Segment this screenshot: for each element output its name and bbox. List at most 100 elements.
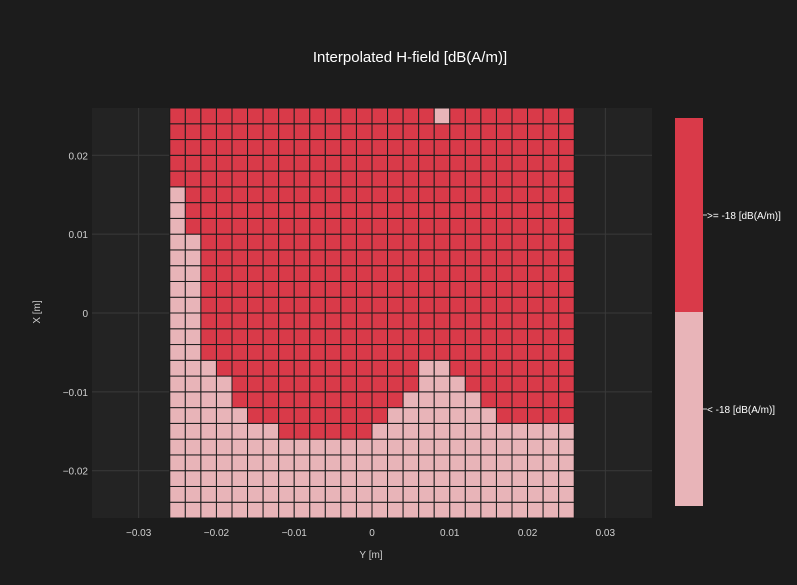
heatmap-cell — [355, 344, 373, 361]
heatmap-cell — [387, 359, 404, 377]
heatmap-cell — [402, 107, 420, 125]
heatmap-cell — [402, 202, 420, 219]
heatmap-cell — [449, 407, 466, 424]
heatmap-cell — [262, 296, 280, 314]
heatmap-cell — [418, 328, 435, 346]
heatmap-cell — [278, 422, 295, 440]
heatmap-cell — [402, 233, 420, 251]
heatmap-cell — [558, 233, 575, 251]
heatmap-cell — [371, 139, 389, 156]
heatmap-cell — [542, 154, 560, 172]
heatmap-cell — [511, 485, 529, 503]
heatmap-cell — [371, 107, 389, 125]
heatmap-cell — [495, 485, 513, 503]
heatmap-cell — [558, 217, 575, 235]
heatmap-cell — [340, 217, 357, 235]
colorbar-segment-high — [675, 118, 703, 312]
heatmap-cell — [169, 217, 186, 235]
heatmap-cell — [355, 422, 373, 440]
heatmap-cell — [247, 328, 264, 346]
heatmap-cell — [278, 328, 295, 346]
heatmap-cell — [215, 501, 233, 519]
heatmap-cell — [480, 375, 497, 393]
heatmap-cell — [433, 139, 451, 156]
colorbar-legend: >= -18 [dB(A/m)] < -18 [dB(A/m)] — [675, 118, 781, 506]
heatmap-cell — [340, 312, 357, 330]
x-axis-ticks: −0.03 −0.02 −0.01 0 0.01 0.02 0.03 — [126, 528, 615, 539]
heatmap-cell — [449, 344, 466, 361]
heatmap-cell — [231, 375, 249, 393]
heatmap-cell — [542, 328, 560, 346]
heatmap-cell — [527, 186, 544, 204]
heatmap-cell — [200, 454, 217, 472]
heatmap-cell — [464, 139, 482, 156]
heatmap-cell — [184, 296, 202, 314]
heatmap-cell — [511, 391, 529, 409]
heatmap-cell — [495, 265, 513, 282]
heatmap-cell — [464, 391, 482, 409]
heatmap-cell — [464, 501, 482, 519]
heatmap-cell — [495, 328, 513, 346]
heatmap-cell — [402, 438, 420, 456]
heatmap-cell — [169, 328, 186, 346]
heatmap-cell — [511, 186, 529, 204]
heatmap-cell — [511, 312, 529, 330]
heatmap-cell — [433, 217, 451, 235]
heatmap-cell — [402, 265, 420, 282]
heatmap-cell — [464, 328, 482, 346]
heatmap-cell — [511, 233, 529, 251]
heatmap-cell — [495, 438, 513, 456]
heatmap-cell — [324, 485, 342, 503]
heatmap-cell — [480, 217, 497, 235]
heatmap-cell — [262, 123, 280, 141]
heatmap-cell — [495, 107, 513, 125]
heatmap-cell — [387, 470, 404, 487]
heatmap-cell — [433, 233, 451, 251]
heatmap-cell — [433, 501, 451, 519]
heatmap-cell — [324, 296, 342, 314]
heatmap-cell — [355, 391, 373, 409]
heatmap-cell — [355, 470, 373, 487]
heatmap-cell — [418, 344, 435, 361]
heatmap-cell — [247, 407, 264, 424]
heatmap-cell — [542, 170, 560, 188]
heatmap-cell — [464, 186, 482, 204]
heatmap-cell — [340, 454, 357, 472]
heatmap-cell — [247, 154, 264, 172]
heatmap-cell — [247, 359, 264, 377]
heatmap-cell — [402, 485, 420, 503]
heatmap-cell — [511, 265, 529, 282]
heatmap-cell — [184, 438, 202, 456]
heatmap-cell — [169, 233, 186, 251]
heatmap-cell — [324, 265, 342, 282]
heatmap-cell — [184, 454, 202, 472]
heatmap-cell — [340, 186, 357, 204]
heatmap-cell — [527, 501, 544, 519]
y-tick-label: 0.01 — [69, 230, 89, 241]
heatmap-cell — [324, 501, 342, 519]
heatmap-cell — [480, 422, 497, 440]
heatmap-cell — [418, 485, 435, 503]
heatmap-cell — [433, 154, 451, 172]
heatmap-cell — [293, 375, 311, 393]
heatmap-cell — [231, 296, 249, 314]
heatmap-cell — [293, 438, 311, 456]
heatmap-cell — [387, 139, 404, 156]
heatmap-cell — [433, 123, 451, 141]
heatmap-cell — [293, 154, 311, 172]
heatmap-cell — [293, 170, 311, 188]
heatmap-cell — [387, 375, 404, 393]
heatmap-cell — [231, 422, 249, 440]
heatmap-cell — [262, 170, 280, 188]
heatmap-cell — [262, 107, 280, 125]
heatmap-cell — [371, 454, 389, 472]
heatmap-cell — [184, 154, 202, 172]
x-tick-label: −0.02 — [204, 528, 230, 539]
heatmap-cell — [480, 280, 497, 298]
heatmap-cell — [184, 501, 202, 519]
heatmap-cell — [433, 422, 451, 440]
heatmap-cell — [309, 454, 326, 472]
chart-title: Interpolated H-field [dB(A/m)] — [313, 49, 507, 66]
heatmap-cell — [542, 485, 560, 503]
heatmap-cell — [402, 344, 420, 361]
